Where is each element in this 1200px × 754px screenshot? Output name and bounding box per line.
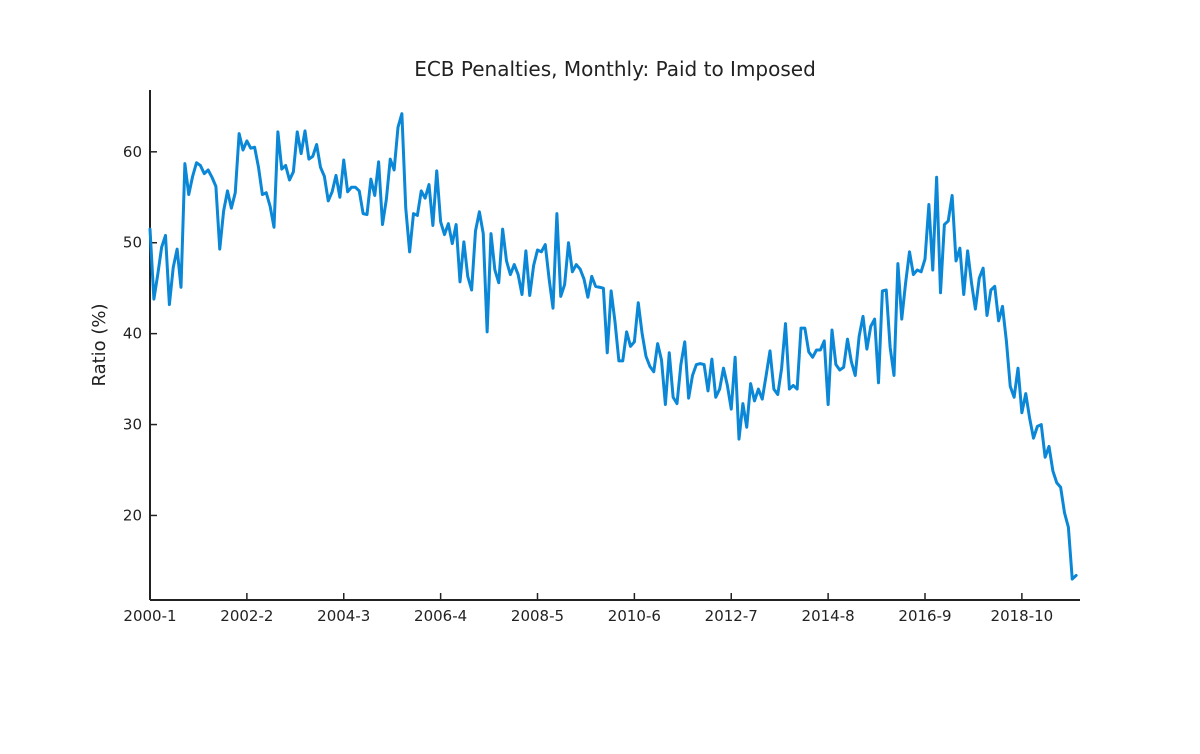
axes xyxy=(149,90,1080,601)
x-tick-label: 2010-6 xyxy=(608,607,661,625)
ticks: 20 30 40 50 60 2000-1 2002-2 2004-3 2006-4 2008-5… xyxy=(123,143,1053,625)
x-tick-label: 2012-7 xyxy=(705,607,758,625)
y-tick-label: 50 xyxy=(123,234,142,252)
x-tick-label: 2008-5 xyxy=(511,607,564,625)
x-tick-label: 2006-4 xyxy=(414,607,467,625)
series-layer xyxy=(148,112,1078,581)
y-tick-label: 20 xyxy=(123,506,142,524)
x-tick-label: 2016-9 xyxy=(898,607,951,625)
x-tick-label: 2018-10 xyxy=(991,607,1054,625)
x-tick-label: 2000-1 xyxy=(123,607,176,625)
x-tick-label: 2002-2 xyxy=(220,607,273,625)
y-tick-label: 30 xyxy=(123,416,142,434)
y-tick-label: 40 xyxy=(123,325,142,343)
chart-title: ECB Penalties, Monthly: Paid to Imposed xyxy=(414,57,816,81)
y-axis-label: Ratio (%) xyxy=(89,303,110,386)
x-tick-label: 2004-3 xyxy=(317,607,370,625)
x-tick-label: 2014-8 xyxy=(802,607,855,625)
y-tick-label: 60 xyxy=(123,143,142,161)
series-line xyxy=(148,112,1078,581)
